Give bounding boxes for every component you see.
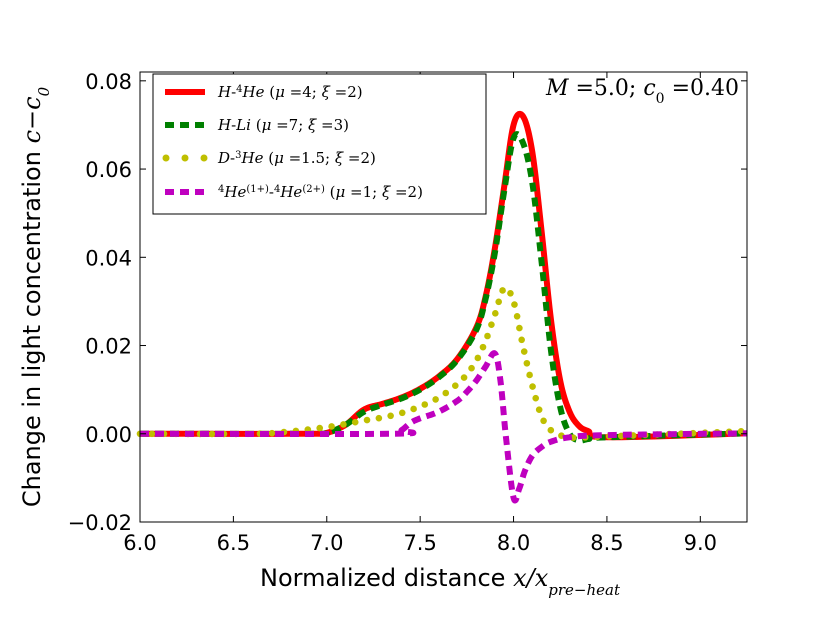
series-2-point <box>495 298 502 306</box>
series-2-point <box>540 417 547 425</box>
legend-label-h-li: H-Li (μ =7; ξ =3) <box>217 116 349 134</box>
x-tick-label: 7.5 <box>403 531 436 555</box>
y-tick-label: 0.08 <box>85 70 132 94</box>
y-tick-label: 0.06 <box>85 158 132 182</box>
series-2-point <box>479 343 487 351</box>
series-2-point <box>737 428 745 435</box>
x-tick-label: 9.0 <box>684 531 717 555</box>
y-tick-label: 0.00 <box>85 423 132 447</box>
series-2-point <box>468 364 475 372</box>
series-2-point <box>474 354 482 362</box>
series-2-point <box>516 324 523 332</box>
y-axis-label: Change in light concentration c−c0 <box>18 86 53 507</box>
series-2-point <box>432 396 439 403</box>
legend-label-d-he3: D-3He (μ =1.5; ξ =2) <box>217 149 376 167</box>
legend-box <box>152 73 487 215</box>
series-2-point <box>484 332 491 340</box>
x-tick-label: 6.0 <box>123 531 156 555</box>
series-2-point <box>499 287 506 294</box>
x-axis-label: Normalized distance x/xpre−heat <box>260 564 621 599</box>
series-2-point <box>398 409 406 417</box>
series-2-point <box>460 374 468 381</box>
series-2-point <box>442 389 450 397</box>
series-2-point <box>316 424 324 432</box>
y-tick-label: −0.02 <box>68 511 132 535</box>
y-axis-label-text: Change in light concentration <box>18 151 46 507</box>
legend-label-he4-ions: 4He(1+)-4He(2+) (μ =1; ξ =2) <box>218 183 423 201</box>
y-tick-label: 0.04 <box>85 246 132 270</box>
series-2-point <box>351 418 359 426</box>
series-2-point <box>421 401 429 408</box>
series-2-point <box>410 405 417 413</box>
series-2-point <box>387 412 394 420</box>
series-0-line <box>139 110 748 441</box>
series-1-line <box>139 131 748 444</box>
y-axis-label-sub: 0 <box>35 86 53 96</box>
series-2-point <box>518 336 525 344</box>
series-2-point <box>520 348 528 355</box>
legend: H-4He (μ =4; ξ =2) H-Li (μ =7; ξ =3) D-3… <box>152 73 487 215</box>
x-tick-label: 8.0 <box>497 531 530 555</box>
series-2-point <box>532 394 540 402</box>
series-layer <box>136 110 748 504</box>
x-axis-label-text: Normalized distance <box>260 564 505 592</box>
series-2-point <box>507 289 514 297</box>
x-tick-label: 6.5 <box>217 531 250 555</box>
series-2-point <box>523 359 531 367</box>
series-2-point <box>488 321 495 328</box>
plot-frame <box>139 71 748 523</box>
series-2-point <box>526 371 533 379</box>
series-2-point <box>451 382 459 390</box>
x-tick-label: 7.0 <box>310 531 343 555</box>
legend-label-h-he4: H-4He (μ =4; ξ =2) <box>217 83 363 101</box>
series-2-point <box>340 421 347 428</box>
series-2-point <box>513 312 521 320</box>
series-2-point <box>547 426 555 434</box>
series-2-point <box>363 416 371 424</box>
x-axis-label-sub: pre−heat <box>548 581 621 599</box>
series-2-point <box>148 430 156 438</box>
tick-layer: 6.0 6.5 7.0 7.5 8.0 8.5 9.0 −0.02 0.00 0.02 0.04 0.… <box>68 70 747 555</box>
x-tick-label: 8.5 <box>590 531 623 555</box>
series-2-point <box>529 383 536 390</box>
series-2-point <box>268 429 276 437</box>
series-2-point <box>208 430 216 438</box>
series-2-point <box>375 414 383 422</box>
series-2-point <box>511 301 518 308</box>
y-tick-label: 0.02 <box>85 335 132 359</box>
series-3-line <box>139 350 748 504</box>
series-2-point <box>492 310 499 317</box>
series-2-point <box>328 423 335 430</box>
legend-swatch-d-he3 <box>162 154 208 162</box>
series-2-point <box>535 406 543 413</box>
x-axis-label-math: x/x <box>513 564 549 592</box>
y-axis-label-math: c−c <box>18 96 46 143</box>
